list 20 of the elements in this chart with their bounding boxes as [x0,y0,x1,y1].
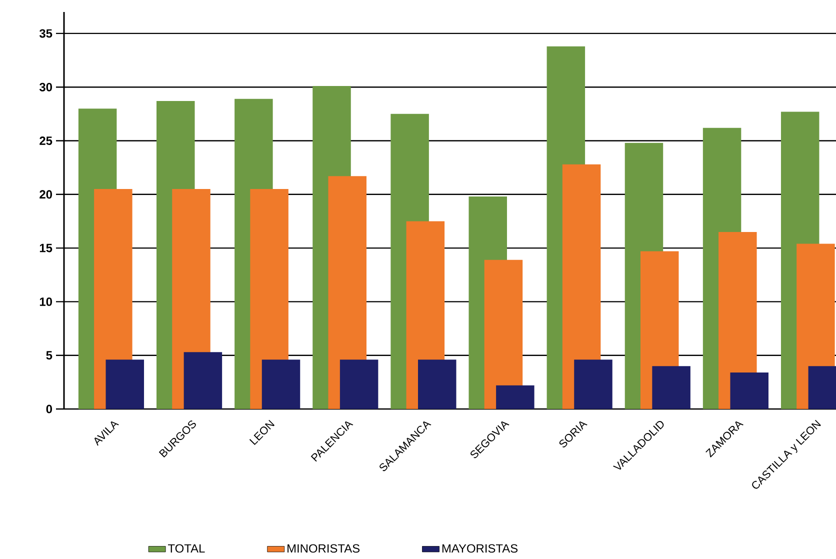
y-tick-label: 25 [40,136,52,145]
bar [262,360,300,409]
legend-label: TOTAL [168,544,205,553]
bar [574,360,612,409]
y-tick-label: 20 [40,190,52,199]
legend-label: MAYORISTAS [442,544,518,553]
bar [652,366,690,409]
y-tick-label: 5 [46,351,52,360]
bar [106,360,144,409]
y-tick-label: 15 [40,244,52,252]
bar [418,360,456,409]
y-tick-label: 30 [39,82,52,92]
legend-label: MINORISTAS [288,544,360,553]
bar [496,385,534,409]
y-tick-label: 0 [46,404,52,414]
bar [340,360,378,409]
y-tick-label: 35 [39,29,52,38]
y-tick-label: 10 [40,297,52,306]
bar [184,352,222,409]
bar [730,372,768,409]
